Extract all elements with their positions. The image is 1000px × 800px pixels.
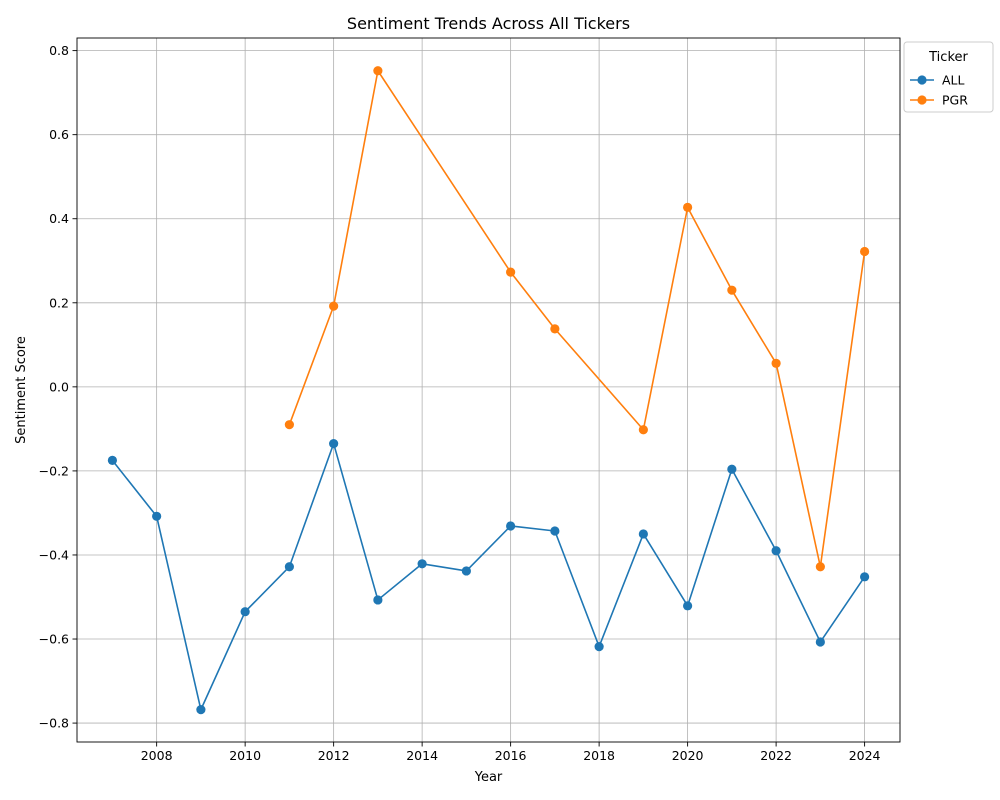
y-axis-label: Sentiment Score: [14, 336, 29, 444]
x-tick-label: 2018: [583, 748, 615, 763]
y-tick-label: −0.4: [39, 547, 69, 562]
data-point-pgr: [771, 358, 781, 368]
data-point-pgr: [506, 267, 516, 277]
legend-title: Ticker: [928, 50, 968, 65]
y-tick-label: 0.0: [49, 379, 69, 394]
y-tick-label: −0.2: [39, 463, 69, 478]
plot-frame: [76, 37, 901, 743]
y-tick-label: 0.6: [49, 127, 69, 142]
plot-area: [77, 38, 900, 742]
data-point-pgr: [815, 562, 825, 572]
data-point-all: [417, 559, 427, 569]
legend-box: [903, 41, 994, 113]
data-point-pgr: [284, 420, 294, 430]
x-tick-label: 2010: [229, 748, 261, 763]
data-point-pgr: [329, 301, 339, 311]
data-point-all: [550, 526, 560, 536]
x-axis-label: Year: [474, 770, 503, 785]
y-axis-ticks: −0.8 −0.6 −0.4 −0.2 0.0 0.2 0.4 0.6 0.8: [39, 43, 77, 731]
data-point-all: [638, 529, 648, 539]
data-point-all: [284, 562, 294, 572]
legend-label-all: ALL: [942, 73, 965, 88]
data-point-all: [240, 607, 250, 617]
data-point-all: [373, 595, 383, 605]
x-axis-ticks: 2008 2010 2012 2014 2016 2018 2020 2022 2024: [141, 742, 881, 763]
x-tick-label: 2022: [760, 748, 792, 763]
legend: Ticker ALL PGR: [903, 41, 994, 113]
series-all: [107, 438, 870, 715]
x-tick-label: 2020: [672, 748, 704, 763]
data-point-all: [860, 572, 870, 582]
data-point-pgr: [638, 425, 648, 435]
y-tick-label: −0.8: [39, 716, 69, 731]
x-tick-label: 2016: [495, 748, 527, 763]
data-point-all: [196, 705, 206, 715]
y-tick-label: 0.4: [49, 211, 69, 226]
chart-title: Sentiment Trends Across All Tickers: [347, 14, 630, 33]
data-point-all: [152, 511, 162, 521]
data-point-all: [506, 521, 516, 531]
data-point-all: [461, 566, 471, 576]
legend-label-pgr: PGR: [942, 93, 968, 108]
y-tick-label: 0.2: [49, 295, 69, 310]
legend-marker-all: [917, 75, 927, 85]
data-point-all: [107, 455, 117, 465]
x-tick-label: 2012: [318, 748, 350, 763]
x-tick-label: 2014: [406, 748, 438, 763]
series-pgr: [284, 66, 870, 572]
data-point-all: [727, 464, 737, 474]
series-line-all: [111, 442, 866, 711]
series-layer: [107, 66, 870, 715]
legend-marker-pgr: [917, 95, 927, 105]
data-point-all: [815, 637, 825, 647]
data-point-pgr: [683, 202, 693, 212]
data-point-pgr: [727, 285, 737, 295]
y-tick-label: 0.8: [49, 43, 69, 58]
legend-entries: ALL PGR: [910, 73, 968, 108]
data-point-all: [771, 546, 781, 556]
x-tick-label: 2024: [849, 748, 881, 763]
x-tick-label: 2008: [141, 748, 173, 763]
data-point-all: [594, 641, 604, 652]
y-tick-label: −0.6: [39, 632, 69, 647]
data-point-pgr: [373, 66, 383, 76]
data-point-pgr: [860, 246, 870, 257]
data-point-all: [329, 438, 339, 449]
data-point-pgr: [550, 324, 560, 334]
data-point-all: [683, 601, 693, 611]
grid-lines: [77, 38, 900, 742]
